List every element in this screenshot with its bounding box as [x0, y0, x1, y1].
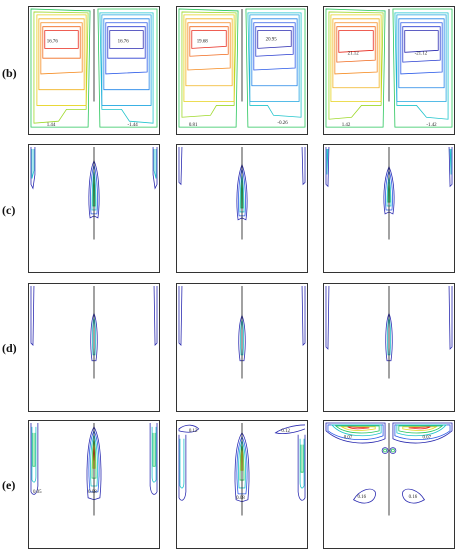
contour-label: 0.12	[281, 429, 290, 434]
panel-c3	[323, 144, 455, 273]
contour-label: 19.68	[197, 39, 209, 44]
panel-d2	[176, 283, 308, 412]
contour-label: 0.16	[357, 495, 366, 500]
contour-plot-c1	[30, 146, 158, 240]
contour-label: 0.12	[189, 429, 198, 434]
streamline-plot-b2: 19.68 20.95 0.81 -0.26	[178, 8, 306, 128]
contour-label: -1.44	[127, 123, 138, 128]
contour-plot-d2	[178, 285, 306, 379]
contour-label: 0.08	[88, 490, 97, 495]
panel-e1: 0.05 0.08	[28, 420, 160, 549]
panel-e2: 0.12 0.12 0.08	[176, 420, 308, 549]
contour-plot-e2: 0.12 0.12 0.08	[178, 422, 306, 516]
contour-label: 21.12	[348, 51, 360, 56]
panel-e3: 0.07 0.07 0.16 0.16	[323, 420, 455, 549]
panel-c1	[28, 144, 160, 273]
contour-label: -1.42	[426, 123, 437, 128]
panel-d3	[323, 283, 455, 412]
panel-c2	[176, 144, 308, 273]
panel-b1: 16.76 16.76 1.44 -1.44	[28, 6, 160, 135]
contour-label: 0.05	[33, 490, 42, 495]
contour-label: 0.16	[409, 495, 418, 500]
row-label-b: (b)	[2, 66, 17, 80]
row-label-d: (d)	[2, 341, 17, 355]
contour-plot-d1	[30, 285, 158, 379]
contour-plot-d3	[325, 285, 453, 379]
contour-label: 0.07	[344, 436, 353, 441]
row-label-c: (c)	[2, 203, 16, 217]
contour-plot-c3	[325, 146, 453, 240]
contour-label: 16.76	[118, 39, 130, 44]
panel-b3: 21.12 -21.12 1.42 -1.42	[323, 6, 455, 135]
contour-label: 0.81	[189, 123, 198, 128]
streamline-plot-b3: 21.12 -21.12 1.42 -1.42	[325, 8, 453, 128]
panel-b2: 19.68 20.95 0.81 -0.26	[176, 6, 308, 135]
contour-label: -0.26	[277, 121, 288, 126]
row-label-e: (e)	[2, 478, 16, 492]
contour-label: 0.07	[422, 436, 431, 441]
panel-d1	[28, 283, 160, 412]
contour-plot-c2	[178, 146, 306, 240]
contour-plot-e3: 0.07 0.07 0.16 0.16	[325, 422, 453, 516]
contour-plot-e1: 0.05 0.08	[30, 422, 158, 516]
contour-label: 0.08	[236, 496, 245, 501]
streamline-plot-b1: 16.76 16.76 1.44 -1.44	[30, 8, 158, 128]
contour-label: -21.12	[415, 51, 428, 56]
contour-label: 16.76	[47, 39, 59, 44]
contour-label: 1.42	[342, 123, 351, 128]
contour-label: 20.95	[266, 37, 278, 42]
contour-label: 1.44	[47, 123, 56, 128]
